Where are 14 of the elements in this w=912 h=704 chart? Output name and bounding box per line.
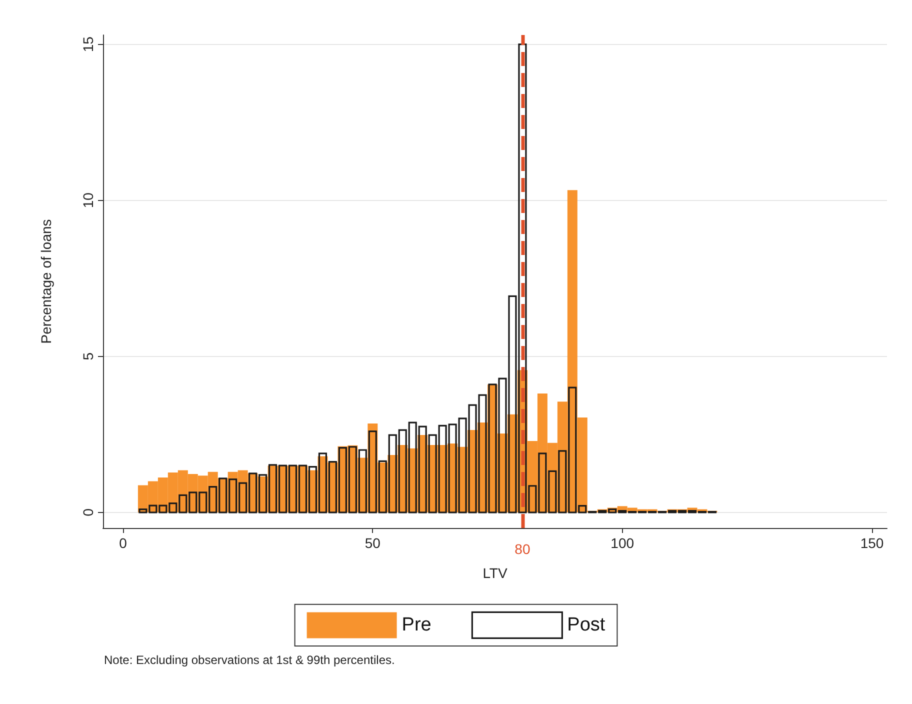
y-tick-label: 5	[80, 352, 96, 360]
y-tick-label: 0	[80, 508, 96, 516]
y-axis-title: Percentage of loans	[38, 219, 54, 344]
y-tick-label: 10	[80, 192, 96, 208]
legend-label: Pre	[402, 614, 432, 636]
ref-line-label: 80	[514, 541, 530, 557]
x-tick-label: 50	[364, 535, 381, 551]
x-tick-label: 150	[860, 535, 884, 551]
x-tick-label: 100	[610, 535, 634, 551]
x-axis-title: LTV	[482, 565, 508, 581]
legend-label: Post	[567, 614, 606, 636]
text: Note: Excluding observations at 1st & 99th percentiles.	[104, 653, 395, 667]
x-tick-label: 0	[119, 535, 128, 551]
y-tick-label: 15	[80, 36, 96, 52]
